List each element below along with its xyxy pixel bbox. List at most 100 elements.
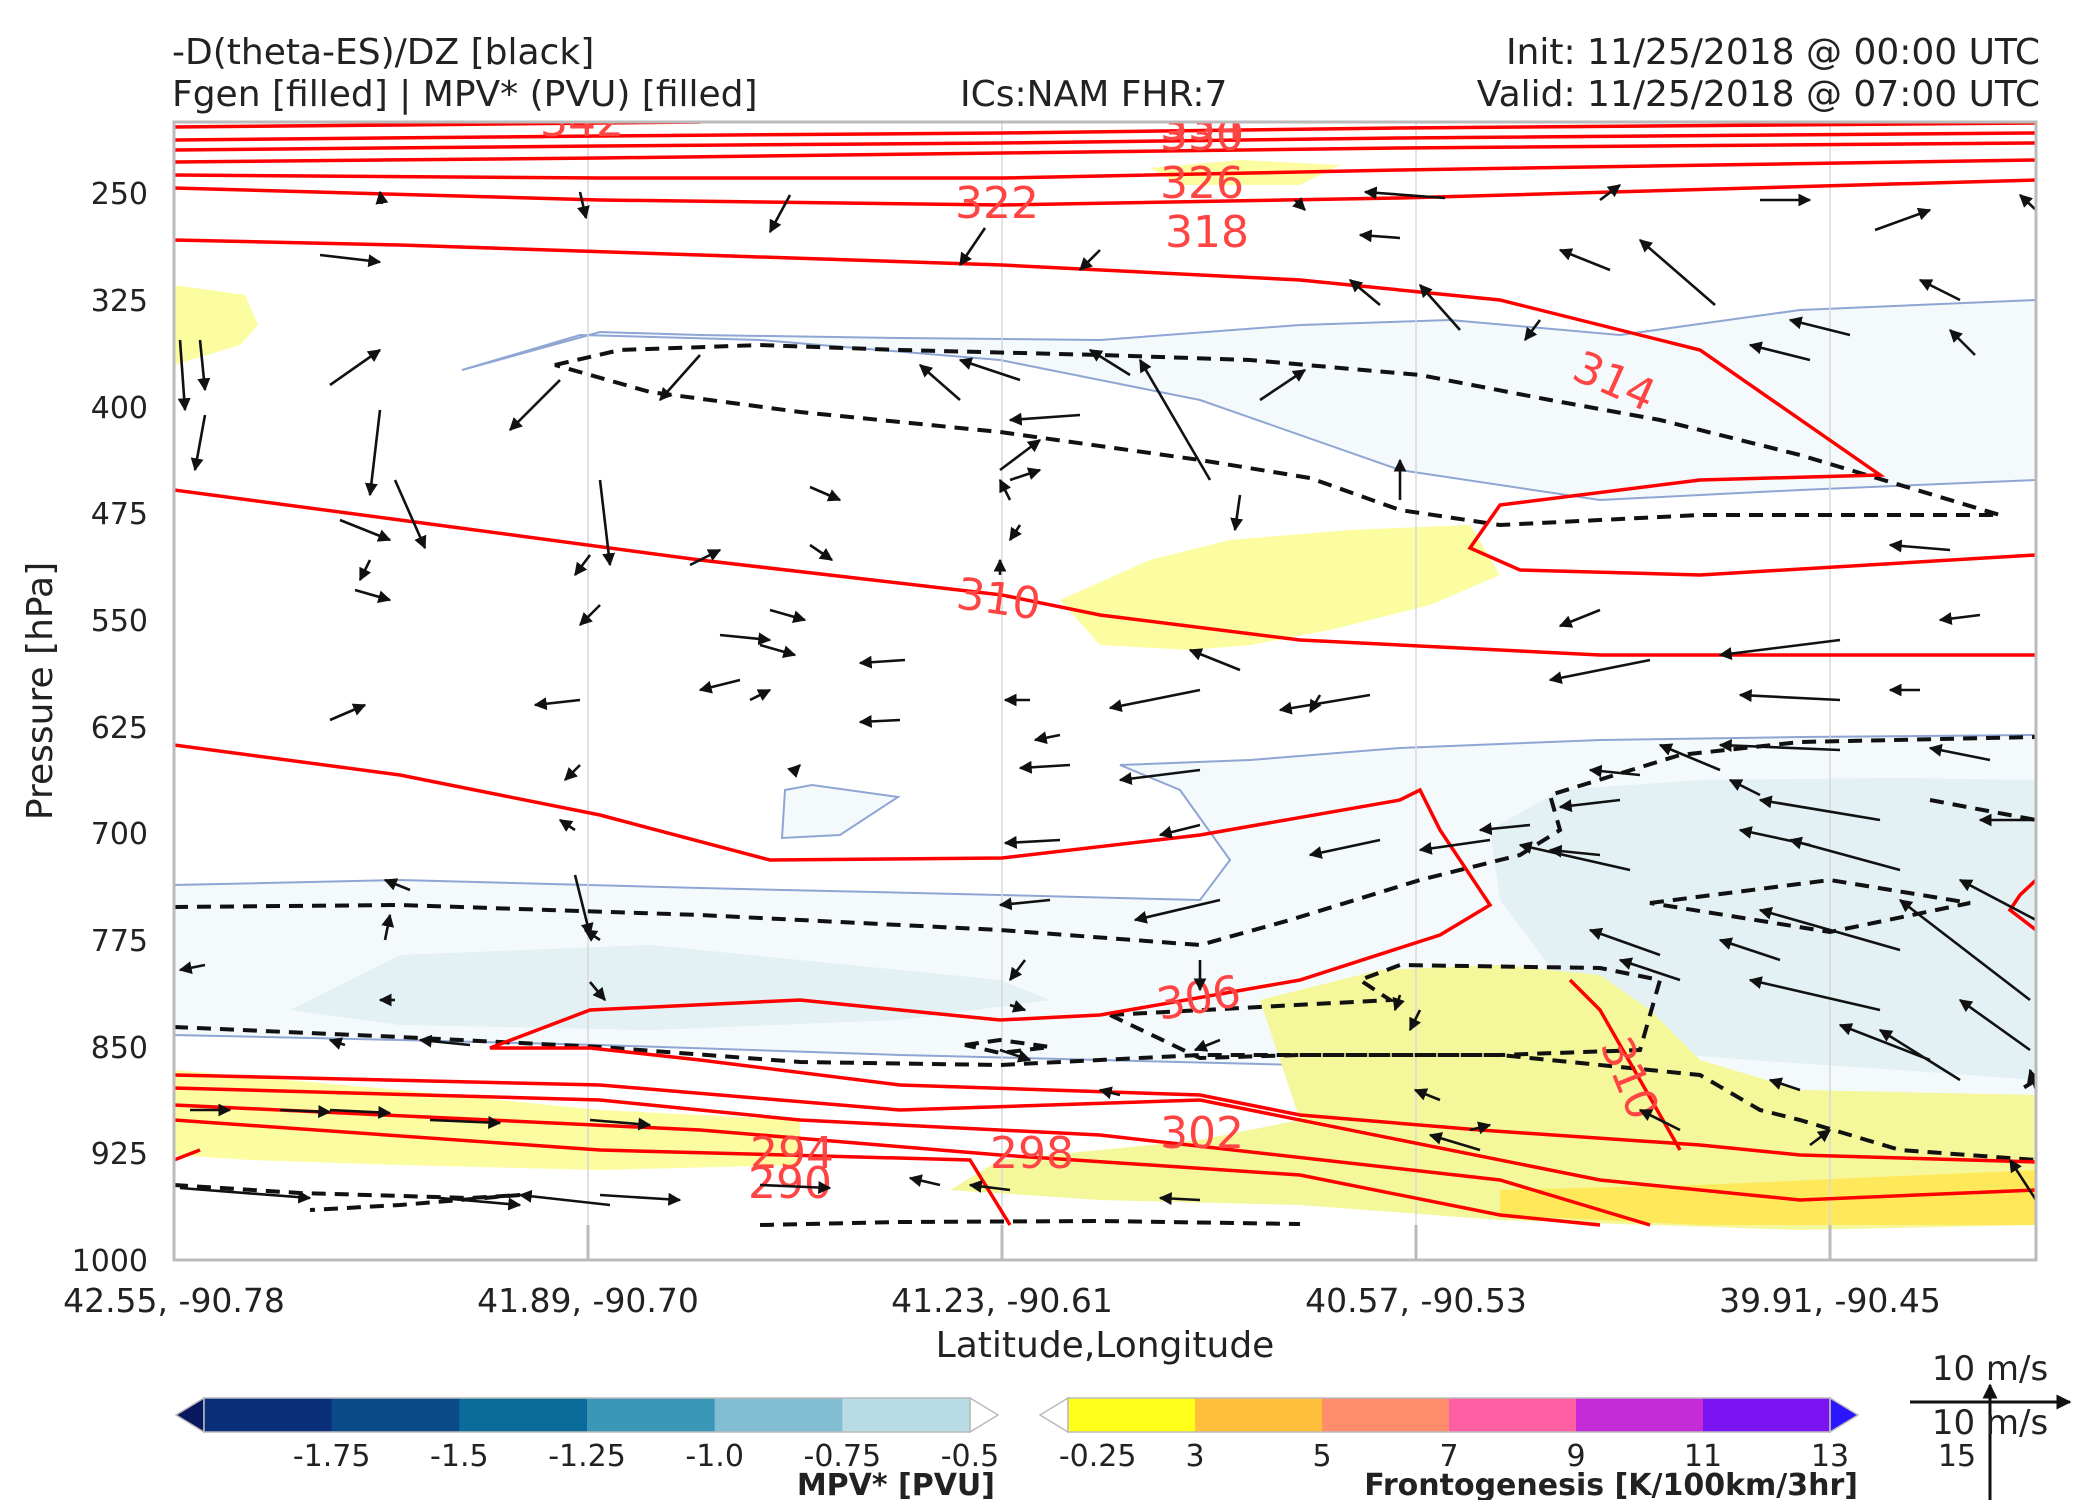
model-run-label: ICs:NAM FHR:7 (960, 74, 1228, 115)
wind-vector (1809, 1128, 1832, 1147)
wind-vector (197, 339, 211, 392)
wind-vector (1928, 743, 1991, 762)
y-tick-label: 850 (91, 1031, 148, 1066)
wind-vector (1599, 183, 1622, 202)
mpv-fill-middle-small (780, 783, 901, 840)
theta-es-contour-bottom (174, 1148, 201, 1162)
wind-vector (1308, 694, 1322, 714)
wind-key-label-top: 10 m/s (1932, 1349, 2048, 1389)
wind-vector (1888, 539, 1951, 553)
wind-vector (768, 194, 792, 234)
wind-vector (533, 697, 581, 711)
wind-vector (1292, 197, 1306, 211)
wind-vector (509, 379, 561, 431)
contour-label: 290 (748, 1158, 832, 1209)
wind-vector (999, 438, 1042, 472)
x-tick-label: 41.23, -90.61 (891, 1281, 1113, 1320)
wind-vector (2008, 1158, 2036, 1201)
wind-vector (1898, 898, 2031, 1002)
contour-label: 298 (990, 1128, 1074, 1179)
wind-vector (1469, 1121, 1492, 1135)
wind-vector (599, 1192, 682, 1206)
wind-vector (689, 548, 722, 567)
wind-vector (749, 688, 772, 702)
colorbar-segment (1322, 1398, 1450, 1432)
wind-vector (1098, 1086, 1121, 1100)
wind-vector (358, 559, 372, 582)
colorbar-segment (842, 1398, 971, 1432)
y-tick-label: 325 (91, 284, 148, 319)
y-tick-label: 400 (91, 391, 148, 426)
mpv-colorbar-label: MPV* [PVU] (797, 1468, 995, 1500)
theta-es-contour-326 (174, 158, 2036, 180)
valid-time: Valid: 11/25/2018 @ 07:00 UTC (1476, 74, 2040, 115)
theta-es-contour-290 (174, 1118, 1012, 1226)
wind-vector (1738, 826, 1811, 847)
theta-es-contour-306 (174, 743, 2036, 1164)
wind-vector (393, 479, 427, 550)
contour-label: 330 (1160, 110, 1244, 161)
wind-vectors (177, 183, 2036, 1211)
colorbar-extend-right (969, 1396, 1000, 1434)
stability-contour-low-left (174, 1025, 2036, 1162)
colorbar-segment (331, 1398, 460, 1432)
fgen-colorbar-label: Frontogenesis [K/100km/3hr] (1364, 1468, 1858, 1500)
colorbar-extend-right (1829, 1396, 1860, 1434)
fgen-fill-upper-left (174, 285, 258, 365)
title-line-2: Fgen [filled] | MPV* (PVU) [filled] (172, 74, 758, 115)
colorbar-segment (587, 1398, 716, 1432)
wind-vector (577, 191, 590, 220)
colorbar-tick-label: 9 (1566, 1439, 1585, 1474)
wind-vector (1428, 1132, 1481, 1152)
wind-vector (381, 913, 395, 941)
wind-vector (1523, 319, 1542, 342)
colorbar-tick-label: 7 (1439, 1439, 1458, 1474)
colorbar-tick-label: -0.5 (941, 1439, 1000, 1474)
y-tick-label: 700 (91, 817, 148, 852)
theta-es-contour-294 (174, 1103, 1601, 1227)
contour-label: 326 (1160, 158, 1244, 209)
y-axis: 250 325 400 475 550 625 700 775 850 925 1000 (72, 177, 148, 1279)
wind-vector (1878, 1028, 1961, 1082)
y-tick-label: 475 (91, 497, 148, 532)
wind-vector (1009, 1000, 1027, 1013)
wind-vector (1618, 957, 1681, 982)
colorbar-tick-label: -1.0 (685, 1439, 744, 1474)
stability-contour-right-closed (1649, 877, 1971, 935)
wind-vector (1358, 229, 1401, 243)
wind-vector (328, 1037, 346, 1050)
wind-vector (659, 354, 701, 401)
colorbar-tick-label: 15 (1938, 1439, 1976, 1474)
wind-vector (968, 1180, 1011, 1193)
mpv-fill-lower-mid (290, 945, 1050, 1030)
wind-vector (1138, 358, 1212, 481)
colorbar-tick-label: -1.75 (293, 1439, 371, 1474)
colorbar-extend-left (1038, 1396, 1069, 1434)
colorbar-tick-label: -0.25 (1059, 1439, 1137, 1474)
wind-vector (1788, 316, 1851, 337)
wind-vector (279, 1105, 332, 1119)
wind-vector (1133, 898, 1221, 924)
wind-vector (1748, 976, 1881, 1012)
wind-vector (583, 928, 601, 942)
theta-es-contour-338 (174, 122, 2036, 142)
wind-vector (1938, 612, 1981, 625)
theta-es-contour-318 (174, 238, 2036, 577)
colorbar-outline (1067, 1397, 1831, 1433)
colorbar-tick-label: 13 (1811, 1439, 1849, 1474)
wind-vector (999, 1048, 1032, 1063)
wind-vector (1408, 1009, 1422, 1032)
wind-vector (1548, 844, 1601, 858)
colorbar-tick-label: 5 (1312, 1439, 1331, 1474)
wind-vector (858, 655, 906, 669)
wind-vector (1558, 798, 1621, 813)
colorbar-segment (459, 1398, 588, 1432)
wind-key: 10 m/s 10 m/s (1910, 1349, 2072, 1500)
wind-vector (1278, 693, 1371, 715)
gridlines (587, 122, 1831, 1260)
wind-vector (998, 478, 1012, 501)
colorbar-segment (1703, 1398, 1831, 1432)
theta-es-contour-302 (174, 1073, 2036, 1202)
stability-contour-small-loop (964, 1037, 1051, 1056)
